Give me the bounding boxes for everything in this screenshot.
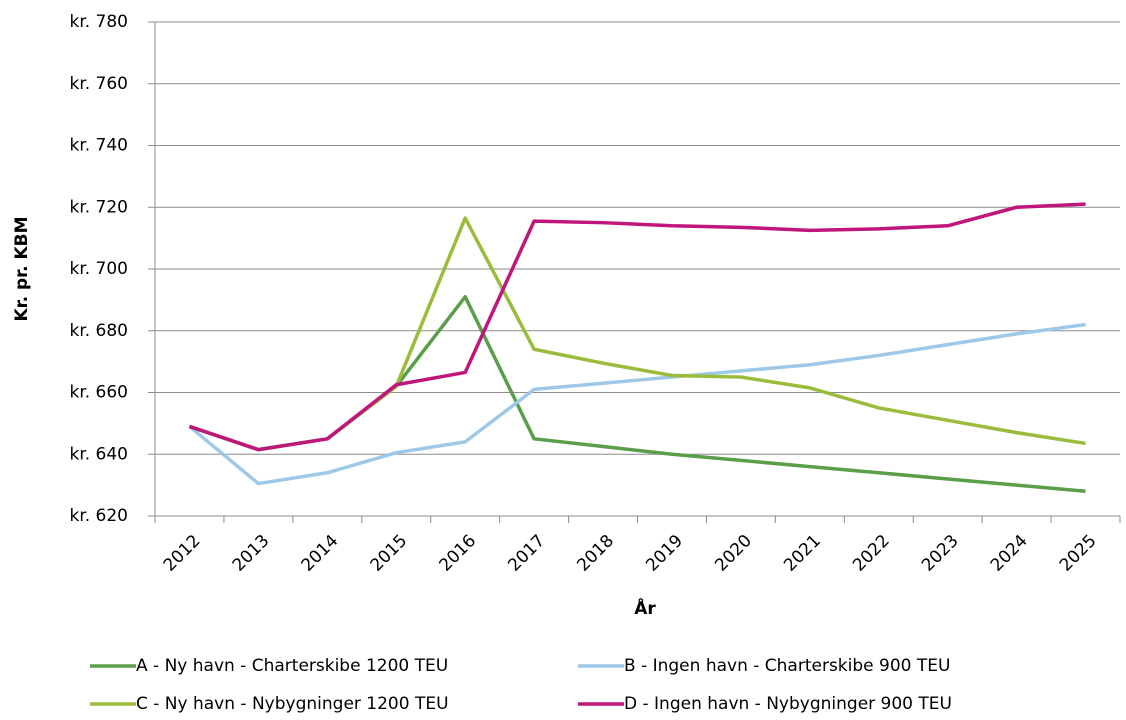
x-tick-label: 2020 [711, 531, 756, 576]
y-tick-label: kr. 620 [69, 506, 128, 526]
x-tick-label: 2012 [160, 531, 205, 576]
y-tick-label: kr. 660 [69, 383, 128, 403]
x-tick-label: 2016 [436, 531, 481, 576]
x-tick-label: 2019 [642, 531, 687, 576]
y-axis-title: Kr. pr. KBM [12, 216, 32, 321]
y-tick-label: kr. 760 [69, 74, 128, 94]
x-tick-label: 2015 [367, 531, 412, 576]
x-axis-title: År [634, 596, 656, 619]
y-tick-label: kr. 640 [69, 444, 128, 464]
y-tick-label: kr. 780 [69, 12, 128, 32]
x-tick-label: 2013 [229, 531, 274, 576]
series-line [188, 202, 1086, 452]
x-tick-label: 2024 [987, 531, 1032, 576]
series-line [188, 322, 1086, 486]
legend-label: A - Ny havn - Charterskibe 1200 TEU [136, 656, 448, 676]
x-tick-label: 2022 [849, 531, 894, 576]
legend-label: C - Ny havn - Nybygninger 1200 TEU [136, 694, 449, 714]
x-tick-label: 2018 [573, 531, 618, 576]
x-tick-label: 2023 [918, 531, 963, 576]
y-tick-label: kr. 720 [69, 197, 128, 217]
legend-label: B - Ingen havn - Charterskibe 900 TEU [624, 656, 950, 676]
x-tick-label: 2014 [298, 531, 343, 576]
x-tick-label: 2025 [1056, 531, 1101, 576]
x-tick-label: 2021 [780, 531, 825, 576]
y-tick-label: kr. 700 [69, 259, 128, 279]
legend-label: D - Ingen havn - Nybygninger 900 TEU [624, 694, 952, 714]
y-tick-label: kr. 680 [69, 321, 128, 341]
x-tick-label: 2017 [504, 531, 549, 576]
y-tick-label: kr. 740 [69, 136, 128, 156]
series-line [188, 216, 1086, 452]
series-line [188, 295, 1086, 494]
